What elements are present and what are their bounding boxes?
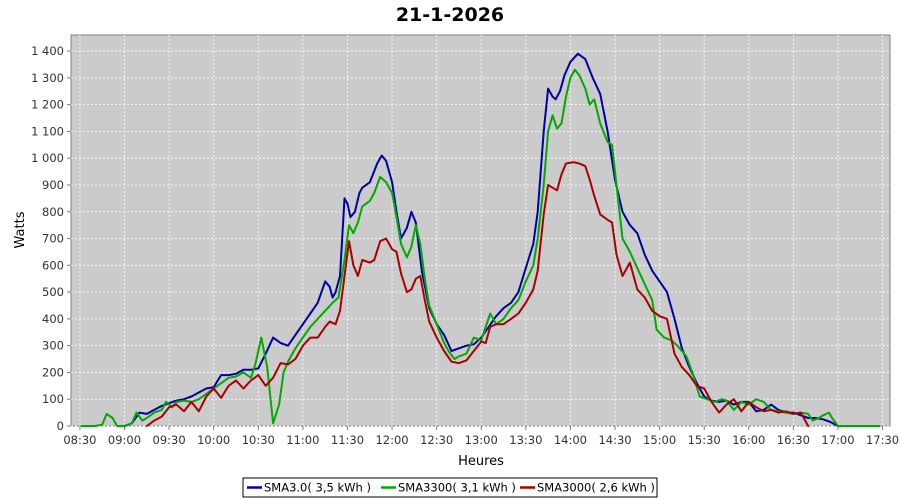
x-tick-label: 16:00 xyxy=(732,433,765,447)
x-tick-label: 09:00 xyxy=(108,433,141,447)
x-tick-label: 15:30 xyxy=(688,433,721,447)
x-tick-label: 14:00 xyxy=(554,433,587,447)
x-axis-ticks: 08:30 09:00 09:30 10:00 10:30 11:00 11:30 12:00… xyxy=(63,426,899,447)
x-tick-label: 16:30 xyxy=(777,433,810,447)
legend-label-2: SMA3300( 3,1 kWh ) xyxy=(398,481,516,495)
y-tick-label: 700 xyxy=(42,232,64,246)
x-tick-label: 12:00 xyxy=(375,433,408,447)
series-line-3 xyxy=(145,161,810,427)
series-line-2 xyxy=(80,68,881,427)
y-tick-label: 1 000 xyxy=(31,151,64,165)
legend-box xyxy=(242,477,658,498)
y-tick-label: 1 300 xyxy=(31,71,64,85)
x-tick-label: 10:00 xyxy=(197,433,230,447)
y-tick-label: 900 xyxy=(42,178,64,192)
x-tick-label: 10:30 xyxy=(242,433,275,447)
y-tick-label: 500 xyxy=(42,285,64,299)
y-tick-label: 600 xyxy=(42,258,64,272)
x-tick-label: 11:30 xyxy=(331,433,364,447)
x-tick-label: 14:30 xyxy=(598,433,631,447)
x-tick-label: 17:30 xyxy=(866,433,899,447)
y-tick-label: 200 xyxy=(42,365,64,379)
y-axis-label: Watts xyxy=(13,211,28,248)
y-tick-label: 400 xyxy=(42,312,64,326)
y-tick-label: 1 200 xyxy=(31,98,64,112)
series-lines xyxy=(80,52,881,427)
x-tick-label: 17:00 xyxy=(821,433,854,447)
x-tick-label: 08:30 xyxy=(63,433,96,447)
y-tick-label: 800 xyxy=(42,205,64,219)
grid xyxy=(71,35,890,427)
x-tick-label: 12:30 xyxy=(420,433,453,447)
series-line-1 xyxy=(123,52,839,427)
y-tick-label: 1 400 xyxy=(31,44,64,58)
y-axis-ticks: 0 100 200 300 400 500 600 700 800 900 1 000 1 100 1 … xyxy=(31,44,71,433)
x-axis-label: Heures xyxy=(458,454,504,469)
plot-area xyxy=(70,34,891,427)
y-tick-label: 0 xyxy=(57,419,64,433)
y-tick-label: 100 xyxy=(42,392,64,406)
y-tick-label: 1 100 xyxy=(31,124,64,138)
x-tick-label: 13:30 xyxy=(509,433,542,447)
y-tick-label: 300 xyxy=(42,339,64,353)
x-tick-label: 15:00 xyxy=(643,433,676,447)
x-tick-label: 09:30 xyxy=(153,433,186,447)
chart-title: 21-1-2026 xyxy=(396,4,504,26)
legend-label-3: SMA3000( 2,6 kWh ) xyxy=(537,481,655,495)
x-tick-label: 11:00 xyxy=(286,433,319,447)
legend: SMA3.0( 3,5 kWh ) SMA3300( 3,1 kWh ) SMA30… xyxy=(242,477,658,498)
x-tick-label: 13:00 xyxy=(465,433,498,447)
legend-label-1: SMA3.0( 3,5 kWh ) xyxy=(264,481,371,495)
